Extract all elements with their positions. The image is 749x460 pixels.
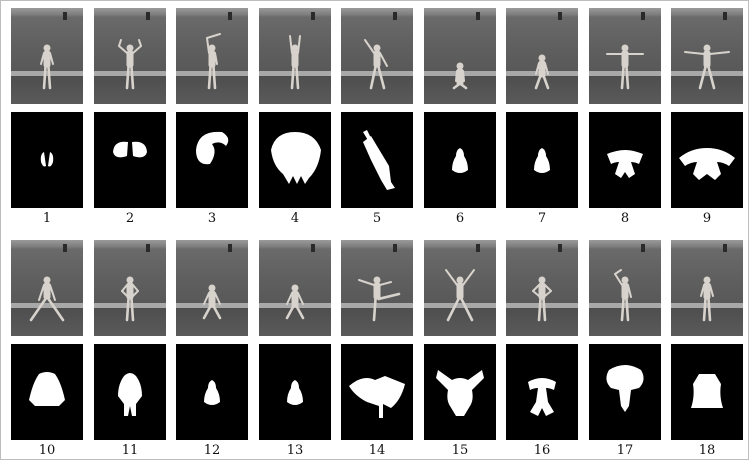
silhouette-mask-image	[176, 344, 248, 440]
silhouette-mask-image	[176, 112, 248, 208]
frame-number-label: 17	[616, 443, 634, 458]
frame-number-label: 8	[620, 211, 630, 226]
frame-number-label: 5	[372, 211, 382, 226]
video-frame-image	[11, 240, 83, 336]
video-frame-image	[589, 8, 661, 104]
video-frame-image	[671, 8, 743, 104]
silhouette-mask-image	[94, 344, 166, 440]
frame-number-label: 2	[125, 211, 135, 226]
silhouette-mask-image	[424, 344, 496, 440]
video-frame-image	[589, 240, 661, 336]
silhouette-mask-image	[589, 344, 661, 440]
silhouette-mask-image	[259, 344, 331, 440]
frame-number-label: 9	[702, 211, 712, 226]
video-frame-image	[259, 8, 331, 104]
video-frame-image	[176, 8, 248, 104]
frame-number-label: 13	[286, 443, 304, 458]
video-frame-image	[341, 240, 413, 336]
video-frame-image	[424, 8, 496, 104]
frame-number-label: 3	[207, 211, 217, 226]
silhouette-mask-image	[506, 344, 578, 440]
video-frame-image	[94, 8, 166, 104]
silhouette-mask-image	[341, 112, 413, 208]
silhouette-mask-image	[259, 112, 331, 208]
silhouette-mask-image	[671, 344, 743, 440]
frame-number-label: 15	[451, 443, 469, 458]
silhouette-mask-image	[11, 112, 83, 208]
silhouette-mask-image	[671, 112, 743, 208]
video-frame-image	[11, 8, 83, 104]
video-frame-image	[259, 240, 331, 336]
frame-number-label: 1	[42, 211, 52, 226]
video-frame-image	[671, 240, 743, 336]
frame-number-label: 18	[698, 443, 716, 458]
silhouette-mask-image	[589, 112, 661, 208]
silhouette-mask-image	[94, 112, 166, 208]
frame-number-label: 6	[455, 211, 465, 226]
video-frame-image	[506, 8, 578, 104]
silhouette-mask-image	[506, 112, 578, 208]
video-frame-image	[176, 240, 248, 336]
frame-number-label: 10	[38, 443, 56, 458]
frame-number-label: 11	[121, 443, 139, 458]
frame-number-label: 4	[290, 211, 300, 226]
frame-number-label: 14	[368, 443, 386, 458]
video-frame-image	[94, 240, 166, 336]
frame-number-label: 16	[533, 443, 551, 458]
video-frame-image	[424, 240, 496, 336]
silhouette-mask-image	[424, 112, 496, 208]
frame-number-label: 7	[537, 211, 547, 226]
silhouette-mask-image	[341, 344, 413, 440]
video-frame-image	[506, 240, 578, 336]
frame-number-label: 12	[203, 443, 221, 458]
video-frame-image	[341, 8, 413, 104]
silhouette-mask-image	[11, 344, 83, 440]
